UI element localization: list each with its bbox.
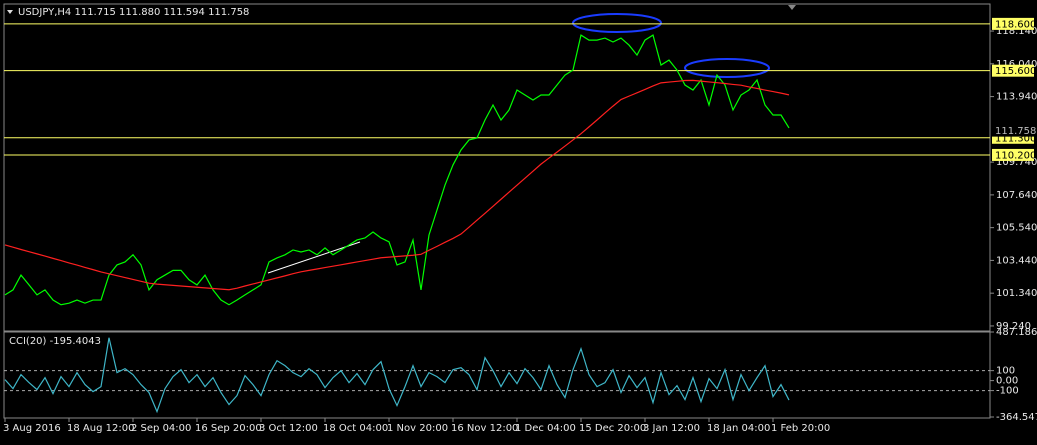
x-tick-label: 18 Oct 04:00 — [323, 423, 388, 434]
annotation-ellipse — [684, 58, 770, 78]
y-tick-label: 116.040 — [996, 59, 1037, 70]
series-line — [4, 79, 790, 291]
shift-marker — [788, 5, 796, 10]
x-tick-label: 3 Jan 12:00 — [643, 423, 700, 434]
x-tick-label: 16 Nov 12:00 — [451, 423, 518, 434]
level-label-box — [992, 148, 1034, 161]
x-tick-label: 3 Aug 2016 — [3, 423, 61, 434]
y-tick-label: 100 — [996, 366, 1015, 377]
y-tick-label: 487.1863 — [996, 327, 1037, 338]
level-label-box — [992, 64, 1034, 77]
level-label-box — [992, 17, 1034, 30]
y-tick-label: 118.140 — [996, 26, 1037, 37]
y-tick-label: 105.540 — [996, 223, 1037, 234]
x-tick-label: 1 Dec 04:00 — [515, 423, 576, 434]
y-tick-label: 109.740 — [996, 157, 1037, 168]
y-tick-label: 0.00 — [996, 376, 1018, 387]
y-tick-label: -100 — [996, 386, 1019, 397]
x-tick-label: 18 Aug 12:00 — [67, 423, 134, 434]
cci-panel — [3, 331, 991, 419]
series-line — [4, 34, 790, 306]
current-price-label: 111.758 — [995, 126, 1036, 137]
level-label: 110.200 — [995, 150, 1036, 161]
level-label: 115.600 — [995, 66, 1036, 77]
y-tick-label: -364.5479 — [996, 412, 1037, 423]
level-label: 118.600 — [995, 19, 1036, 30]
x-tick-label: 16 Sep 20:00 — [195, 423, 262, 434]
x-tick-label: 18 Jan 04:00 — [707, 423, 770, 434]
current-price-box — [992, 124, 1034, 137]
y-tick-label: 113.940 — [996, 92, 1037, 103]
annotation-ellipse — [572, 13, 662, 33]
x-tick-label: 3 Oct 12:00 — [259, 423, 318, 434]
main-panel — [3, 3, 991, 332]
series-line — [4, 337, 790, 414]
y-tick-label: 103.440 — [996, 255, 1037, 266]
level-label: 111.300 — [995, 133, 1036, 144]
y-tick-label: 107.640 — [996, 190, 1037, 201]
menu-arrow[interactable] — [7, 10, 13, 14]
y-tick-label: 101.340 — [996, 288, 1037, 299]
cci-title: CCI(20) -195.4043 — [9, 336, 101, 347]
x-tick-label: 1 Nov 20:00 — [387, 423, 448, 434]
chart-title: USDJPY,H4 111.715 111.880 111.594 111.75… — [18, 7, 249, 18]
x-tick-label: 2 Sep 04:00 — [131, 423, 191, 434]
x-tick-label: 1 Feb 20:00 — [771, 423, 830, 434]
x-tick-label: 15 Dec 20:00 — [579, 423, 646, 434]
y-tick-label: 99.240 — [996, 321, 1031, 332]
